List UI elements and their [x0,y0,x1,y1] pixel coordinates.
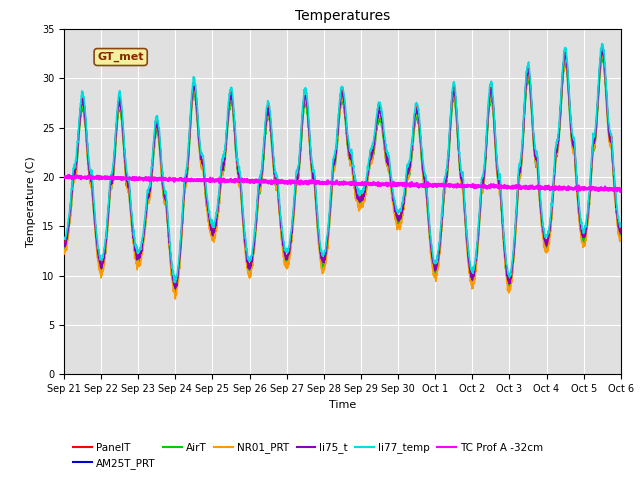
PanelT [617,228,625,233]
li75_t [584,217,591,223]
Line: AM25T_PRT: AM25T_PRT [64,51,621,291]
Line: AirT: AirT [64,56,621,292]
AM25T_PRT [60,241,68,247]
li77_temp [504,271,512,277]
AirT [568,139,575,145]
AirT [172,289,179,295]
NR01_PRT [568,139,575,145]
PanelT [584,215,591,221]
NR01_PRT [504,284,512,289]
TC Prof A -32cm [617,186,625,192]
NR01_PRT [359,202,367,208]
NR01_PRT [371,135,379,141]
PanelT [359,192,367,197]
NR01_PRT [216,201,223,207]
TC Prof A -32cm [65,172,73,178]
TC Prof A -32cm [584,186,591,192]
li75_t [359,197,367,203]
AM25T_PRT [584,217,591,223]
Legend: PanelT, AM25T_PRT, AirT, NR01_PRT, li75_t, li77_temp, TC Prof A -32cm: PanelT, AM25T_PRT, AirT, NR01_PRT, li75_… [69,438,547,473]
li75_t [172,286,179,291]
AM25T_PRT [359,199,367,204]
PanelT [171,283,179,288]
li77_temp [359,187,367,193]
Title: Temperatures: Temperatures [295,10,390,24]
NR01_PRT [172,296,179,302]
X-axis label: Time: Time [329,400,356,409]
PanelT [504,277,512,283]
TC Prof A -32cm [216,176,223,182]
AirT [584,219,591,225]
AM25T_PRT [371,138,379,144]
PanelT [371,133,379,139]
TC Prof A -32cm [359,180,367,186]
li77_temp [216,183,223,189]
AM25T_PRT [216,191,223,196]
AM25T_PRT [568,133,575,139]
Text: GT_met: GT_met [97,52,144,62]
li77_temp [371,128,379,134]
AirT [60,244,68,250]
Y-axis label: Temperature (C): Temperature (C) [26,156,36,247]
TC Prof A -32cm [504,184,512,190]
AM25T_PRT [617,231,625,237]
Line: PanelT: PanelT [64,48,621,286]
TC Prof A -32cm [568,186,575,192]
li75_t [371,137,379,143]
AirT [359,199,367,204]
NR01_PRT [617,234,625,240]
li75_t [216,191,223,196]
NR01_PRT [584,223,591,229]
PanelT [60,239,68,244]
AirT [598,53,606,59]
NR01_PRT [60,252,68,257]
li77_temp [172,279,179,285]
li77_temp [568,126,575,132]
AM25T_PRT [172,288,179,294]
PanelT [216,189,223,194]
li75_t [598,46,606,52]
li75_t [60,240,68,246]
TC Prof A -32cm [60,174,68,180]
NR01_PRT [598,50,606,56]
AirT [617,231,625,237]
Line: li77_temp: li77_temp [64,44,621,282]
li77_temp [584,211,591,216]
AM25T_PRT [598,48,606,54]
li77_temp [598,41,606,47]
AirT [371,142,379,148]
PanelT [568,132,575,138]
PanelT [598,45,606,50]
AM25T_PRT [504,280,512,286]
li75_t [617,230,625,236]
AirT [504,283,512,288]
li75_t [504,277,512,283]
Line: TC Prof A -32cm: TC Prof A -32cm [64,175,621,192]
Line: NR01_PRT: NR01_PRT [64,53,621,299]
TC Prof A -32cm [617,189,625,194]
li77_temp [60,236,68,241]
li77_temp [617,221,625,227]
Line: li75_t: li75_t [64,49,621,288]
TC Prof A -32cm [371,180,379,186]
AirT [216,194,223,200]
li75_t [568,135,575,141]
